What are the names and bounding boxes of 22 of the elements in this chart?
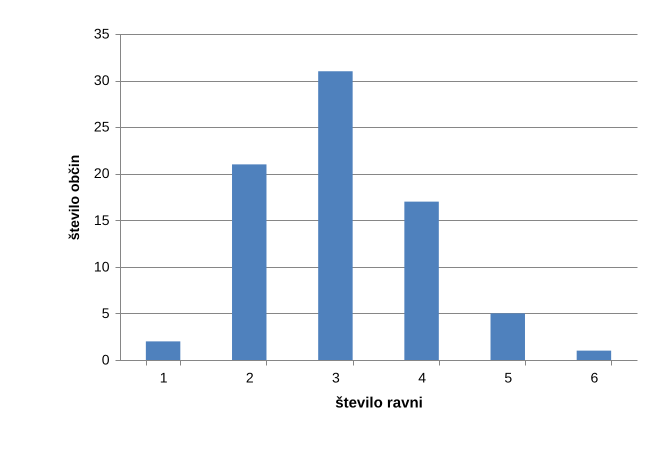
bar — [576, 350, 612, 360]
bar — [404, 202, 439, 360]
bar — [490, 313, 525, 360]
y-tick-label: 35 — [94, 26, 110, 42]
bar — [318, 71, 353, 360]
y-tick-label: 30 — [94, 72, 110, 88]
x-tick-label: 5 — [504, 370, 512, 386]
x-tick-label: 2 — [246, 370, 254, 386]
y-tick-label: 10 — [94, 258, 110, 274]
x-tick-label: 3 — [332, 370, 340, 386]
y-tick-label: 5 — [102, 304, 110, 321]
y-axis-title: število občin — [66, 154, 82, 240]
x-tick-label: 4 — [418, 370, 426, 386]
y-tick-label: 0 — [102, 352, 110, 368]
y-tick-label: 25 — [94, 118, 110, 135]
bar — [232, 164, 266, 360]
y-tick-label: 15 — [94, 212, 110, 228]
bar — [146, 341, 180, 360]
x-tick-label: 1 — [160, 370, 168, 386]
x-axis-title: število ravni — [335, 394, 423, 412]
y-tick-label: 20 — [94, 165, 110, 182]
x-tick-label: 6 — [590, 370, 599, 386]
